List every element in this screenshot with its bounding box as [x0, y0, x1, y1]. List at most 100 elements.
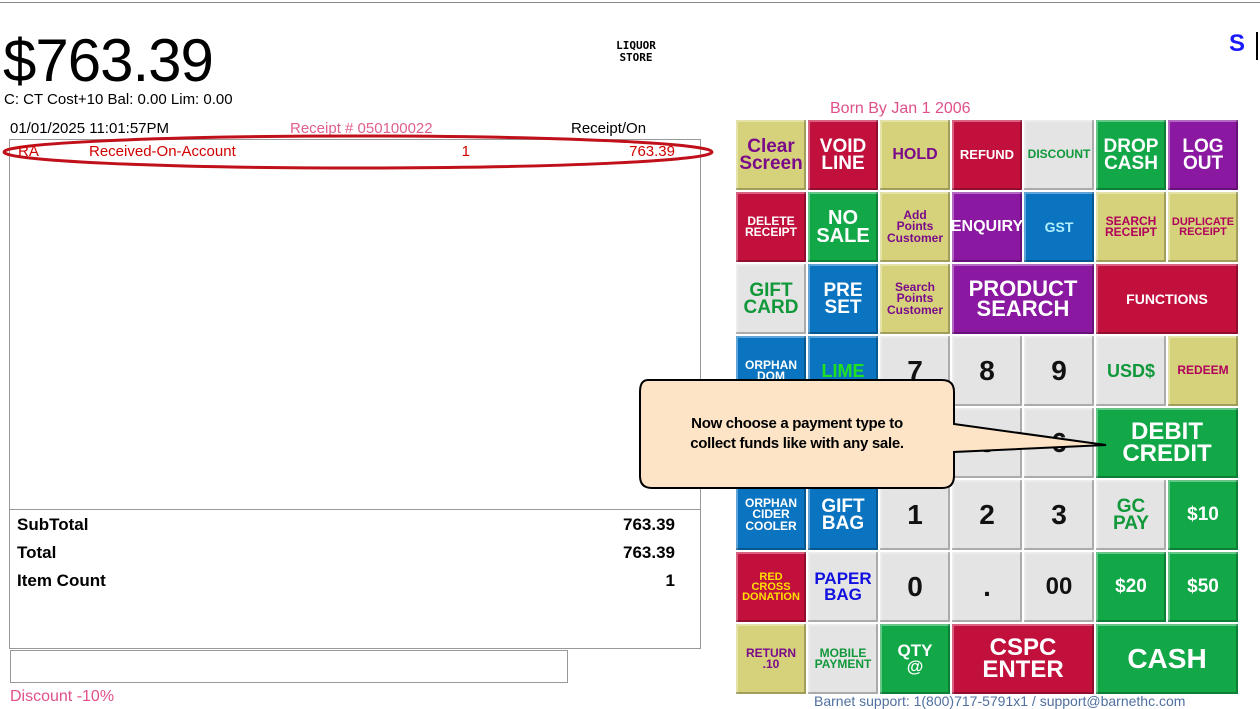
pad-button[interactable]: RED CROSS DONATION — [736, 552, 806, 622]
pad-button[interactable]: RETURN .10 — [736, 624, 806, 694]
button-label: Customer — [886, 230, 943, 245]
age-check: Born By Jan 1 2006 — [830, 100, 971, 117]
pad-button[interactable]: 00 — [1024, 552, 1094, 622]
button-label: GIFT — [821, 495, 865, 517]
pad-button[interactable]: 3 — [1024, 480, 1094, 550]
button-label: Add — [903, 208, 927, 223]
pad-button[interactable]: Search Points Customer — [880, 264, 950, 334]
pad-button[interactable]: GST — [1024, 192, 1094, 262]
logo-line: STORE — [619, 51, 653, 64]
button-label: CROSS — [751, 580, 791, 593]
pad-button[interactable]: DEBIT CREDIT — [1096, 408, 1238, 478]
total-value: 763.39 — [623, 515, 675, 534]
button-label: .10 — [762, 657, 780, 671]
pad-button[interactable]: REDEEM — [1168, 336, 1238, 406]
button-label: Points — [896, 291, 934, 306]
pad-button[interactable]: GC PAY — [1096, 480, 1166, 550]
pad-button[interactable]: QTY @ — [880, 624, 950, 694]
pad-button[interactable]: REFUND — [952, 120, 1022, 190]
button-label: RECEIPT — [1104, 225, 1157, 239]
button-label: DEBIT — [1131, 417, 1203, 445]
pad-button[interactable]: DROP CASH — [1096, 120, 1166, 190]
pad-button[interactable]: ENQUIRY — [951, 192, 1023, 262]
logo: LIQUOR STORE — [604, 40, 668, 64]
pad-button[interactable]: FUNCTIONS — [1096, 264, 1238, 334]
pad-button[interactable]: GIFT BAG — [808, 480, 878, 550]
callout-line: Now choose a payment type to — [691, 415, 903, 432]
button-label: . — [983, 571, 991, 603]
callout-line: collect funds like with any sale. — [690, 435, 904, 452]
pad-button[interactable]: $20 — [1096, 552, 1166, 622]
pad-button[interactable]: PRE SET — [808, 264, 878, 334]
button-label: DISCOUNT — [1027, 147, 1091, 162]
total-value: 1 — [665, 571, 675, 590]
pad-button[interactable]: $50 — [1168, 552, 1238, 622]
callout-text: Now choose a payment type to collect fun… — [644, 414, 950, 454]
pad-button[interactable]: . — [952, 552, 1022, 622]
pad-button[interactable]: LOG OUT — [1168, 120, 1238, 190]
button-label: PAY — [1113, 513, 1149, 534]
pad-button[interactable]: USD$ — [1096, 336, 1166, 406]
pad-button[interactable]: 9 — [1024, 336, 1094, 406]
pad-button[interactable]: DISCOUNT — [1024, 120, 1094, 190]
button-label: GST — [1044, 218, 1074, 235]
receipt-number: Receipt # 050100022 — [290, 120, 433, 137]
button-label: CREDIT — [1122, 440, 1212, 467]
button-label: @ — [906, 657, 924, 676]
button-label: DUPLICATE — [1171, 215, 1235, 228]
pad-button[interactable]: Add Points Customer — [880, 192, 950, 262]
ellipse — [2, 134, 714, 170]
pad-button[interactable]: PRODUCT SEARCH — [952, 264, 1094, 334]
pad-button[interactable]: ORPHAN CIDER COOLER — [736, 480, 806, 550]
button-label: 7 — [907, 355, 923, 387]
pad-button[interactable]: 1 — [880, 480, 950, 550]
pad-button[interactable]: SEARCH RECEIPT — [1096, 192, 1166, 262]
pad-button[interactable]: CSPC ENTER — [952, 624, 1094, 694]
button-label: ORPHAN — [744, 496, 797, 511]
item-cell: RA — [18, 143, 39, 160]
pad-button[interactable]: NO SALE — [808, 192, 878, 262]
receipt-box — [9, 139, 701, 649]
button-label: ORPHAN — [744, 357, 797, 372]
pad-button[interactable]: 2 — [952, 480, 1022, 550]
button-label: HOLD — [892, 145, 938, 163]
callout — [639, 379, 1107, 489]
pad-button[interactable]: GIFT CARD — [736, 264, 806, 334]
pad-button[interactable]: PAPER BAG — [808, 552, 878, 622]
button-label: PRODUCT — [968, 275, 1078, 301]
pad-button[interactable]: VOID LINE — [808, 120, 878, 190]
pad-button[interactable]: DUPLICATE RECEIPT — [1168, 192, 1238, 262]
pad-button[interactable]: DELETE RECEIPT — [736, 192, 806, 262]
button-label: RED — [759, 570, 783, 583]
pad-button[interactable]: CASH — [1096, 624, 1238, 694]
input-box[interactable] — [10, 650, 568, 683]
total-label: Item Count — [17, 571, 106, 590]
item-cell: 763.39 — [629, 143, 675, 160]
button-label: OUT — [1182, 153, 1224, 174]
pad-button[interactable]: MOBILE PAYMENT — [808, 624, 878, 694]
pad-button[interactable]: 0 — [880, 552, 950, 622]
customer-info: C: CT Cost+10 Bal: 0.00 Lim: 0.00 — [4, 91, 233, 108]
pad-button[interactable]: 8 — [952, 336, 1022, 406]
logo-line: LIQUOR — [616, 39, 656, 52]
button-label: Search — [894, 280, 936, 295]
button-label: RETURN — [746, 645, 796, 660]
button-label: FUNCTIONS — [1126, 290, 1208, 307]
total-label: Total — [17, 543, 57, 562]
button-label: USD$ — [1106, 360, 1155, 381]
total-value: 763.39 — [623, 543, 675, 562]
total-label: SubTotal — [17, 515, 89, 534]
button-label: REFUND — [959, 147, 1015, 163]
pad-button[interactable]: $10 — [1168, 480, 1238, 550]
cursor-bar — [1256, 32, 1258, 60]
button-label: CIDER — [752, 507, 790, 522]
button-label: RECEIPT — [1179, 226, 1227, 238]
button-label: PRE — [823, 279, 863, 301]
button-label: Screen — [739, 153, 803, 174]
pad-button[interactable]: HOLD — [880, 120, 950, 190]
button-label: 2 — [979, 499, 995, 531]
button-label: CASH — [1127, 643, 1207, 675]
button-label: NO — [828, 206, 858, 229]
pad-button[interactable]: Clear Screen — [736, 120, 806, 190]
